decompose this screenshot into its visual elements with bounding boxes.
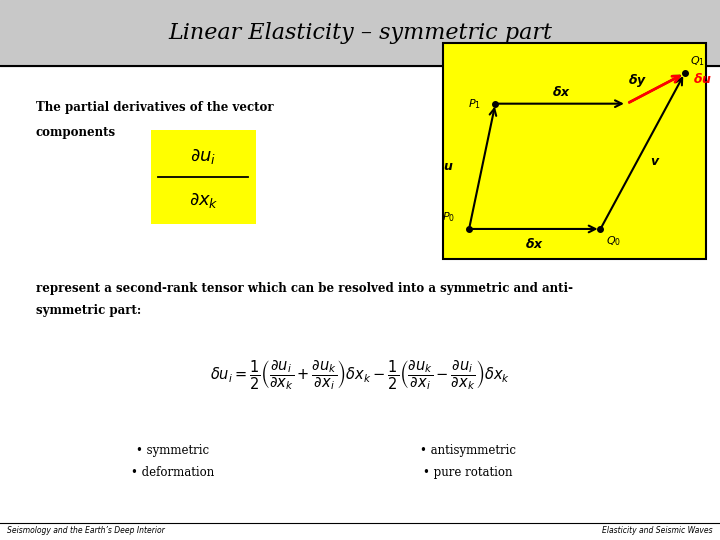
Text: represent a second-rank tensor which can be resolved into a symmetric and anti-: represent a second-rank tensor which can…	[36, 282, 573, 295]
Text: Seismology and the Earth’s Deep Interior: Seismology and the Earth’s Deep Interior	[7, 526, 165, 535]
Text: symmetric part:: symmetric part:	[36, 304, 141, 317]
Text: • antisymmetric: • antisymmetric	[420, 444, 516, 457]
Text: • symmetric: • symmetric	[136, 444, 210, 457]
Bar	[0, 0, 720, 66]
Text: $\partial u_i$: $\partial u_i$	[190, 146, 217, 166]
Text: components: components	[36, 126, 116, 139]
Text: $P_1$: $P_1$	[468, 97, 481, 111]
Text: $\boldsymbol{\delta u}$: $\boldsymbol{\delta u}$	[693, 72, 712, 86]
Text: $\partial x_k$: $\partial x_k$	[189, 191, 218, 210]
Text: $\boldsymbol{v}$: $\boldsymbol{v}$	[649, 156, 660, 168]
Text: $\boldsymbol{\delta x}$: $\boldsymbol{\delta x}$	[552, 85, 570, 99]
Text: $\boldsymbol{u}$: $\boldsymbol{u}$	[443, 160, 454, 173]
Text: $\boldsymbol{\delta y}$: $\boldsymbol{\delta y}$	[628, 72, 647, 89]
Bar	[443, 43, 706, 259]
Text: • pure rotation: • pure rotation	[423, 466, 513, 479]
Text: $Q_0$: $Q_0$	[606, 234, 621, 248]
Bar	[151, 130, 256, 224]
Text: • deformation: • deformation	[131, 466, 215, 479]
Text: Elasticity and Seismic Waves: Elasticity and Seismic Waves	[602, 526, 713, 535]
Text: $\boldsymbol{\delta x}$: $\boldsymbol{\delta x}$	[526, 237, 544, 251]
Text: $P_0$: $P_0$	[441, 210, 455, 224]
Text: $\delta u_i = \dfrac{1}{2}\left(\dfrac{\partial u_i}{\partial x_k} + \dfrac{\par: $\delta u_i = \dfrac{1}{2}\left(\dfrac{\…	[210, 359, 510, 392]
Text: Linear Elasticity – symmetric part: Linear Elasticity – symmetric part	[168, 22, 552, 44]
Text: The partial derivatives of the vector: The partial derivatives of the vector	[36, 102, 274, 114]
Text: $Q_1$: $Q_1$	[690, 54, 706, 68]
